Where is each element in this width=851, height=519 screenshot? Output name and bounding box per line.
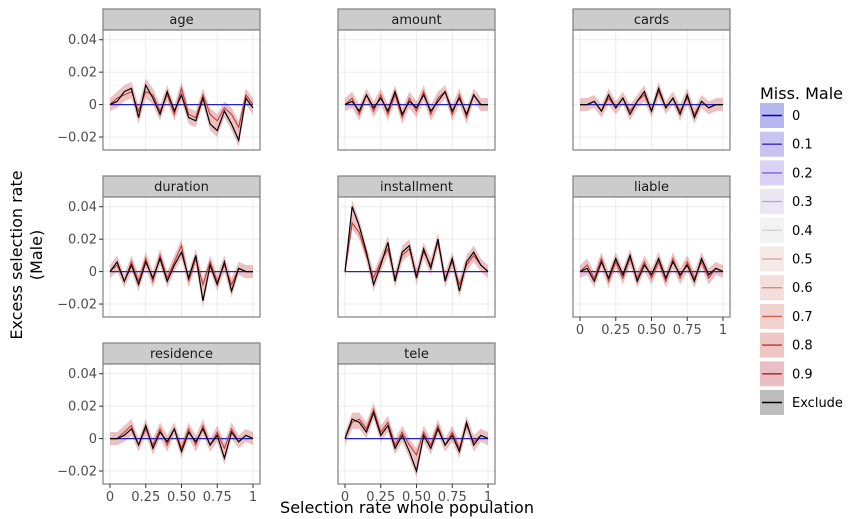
- strip-label-amount: amount: [391, 13, 441, 28]
- y-axis-title-line-1: Excess selection rate: [7, 170, 26, 339]
- series-exclude-age: [109, 83, 254, 143]
- legend-label-7: 0.7: [792, 310, 813, 325]
- panel-duration: duration −0.02 0 0.02 0.04: [57, 175, 261, 318]
- panel-residence: residence −0.02 0 0.02 0.04 0 0.25 0.50 0.75 1: [57, 342, 261, 505]
- x-tick-label-liable-4: 1: [719, 323, 727, 338]
- y-tick-label-residence-0: −0.02: [57, 465, 97, 480]
- panel-border-cards: [572, 29, 731, 151]
- strip-label-age: age: [169, 13, 193, 28]
- panel-tele: tele 0 0.25 0.50 0.75 1: [337, 342, 496, 505]
- panel-border-duration: [102, 196, 261, 318]
- panel-border-installment: [337, 196, 496, 318]
- x-tick-label-residence-4: 1: [249, 490, 257, 505]
- x-tick-label-residence-0: 0: [106, 490, 114, 505]
- x-tick-label-liable-3: 0.75: [673, 323, 702, 338]
- ribbon-cards: [580, 81, 723, 125]
- x-tick-label-residence-3: 0.75: [203, 490, 232, 505]
- x-tick-label-residence-1: 0.25: [131, 490, 160, 505]
- series-exclude-cards: [580, 86, 723, 120]
- panel-border-amount: [337, 29, 496, 151]
- series-exclude-residence: [110, 423, 254, 461]
- legend-label-5: 0.5: [792, 253, 813, 268]
- legend-label-6: 0.6: [792, 281, 813, 296]
- y-tick-label-age-3: 0.04: [68, 33, 97, 48]
- x-tick-label-tele-3: 0.75: [438, 490, 467, 505]
- ribbon-residence: [110, 419, 253, 465]
- y-tick-label-duration-0: −0.02: [57, 298, 97, 313]
- y-tick-label-residence-2: 0.02: [68, 400, 97, 415]
- panel-amount: amount: [337, 8, 496, 151]
- y-tick-label-duration-2: 0.02: [68, 233, 97, 248]
- x-tick-label-tele-4: 1: [484, 490, 492, 505]
- legend-label-1: 0.1: [792, 138, 813, 153]
- legend-label-9: 0.9: [792, 367, 813, 382]
- series-exclude-liable: [579, 253, 724, 284]
- y-axis-title-line-2: (Male): [27, 230, 46, 280]
- panel-liable: liable 0 0.25 0.50 0.75 1: [572, 175, 731, 338]
- x-tick-label-liable-1: 0.25: [601, 323, 630, 338]
- strip-label-liable: liable: [634, 180, 669, 195]
- strip-label-duration: duration: [154, 180, 209, 195]
- panels-group: age −0.02 0 0.02 0.04 amount cards duration −0.0…: [57, 8, 731, 505]
- series-exclude-installment: [344, 206, 489, 292]
- legend-label-10: Exclude: [792, 396, 843, 411]
- ribbon-duration: [110, 239, 253, 308]
- y-tick-label-residence-3: 0.04: [68, 367, 97, 382]
- x-tick-label-residence-2: 0.50: [167, 490, 196, 505]
- y-tick-label-age-1: 0: [89, 98, 97, 113]
- x-axis-title: Selection rate whole population: [280, 498, 534, 517]
- legend-label-3: 0.3: [792, 195, 813, 210]
- series-exclude-duration: [109, 250, 253, 301]
- series-exclude-tele: [344, 410, 489, 474]
- y-tick-label-duration-3: 0.04: [68, 200, 97, 215]
- strip-label-tele: tele: [404, 347, 429, 362]
- x-tick-label-tele-1: 0.25: [366, 490, 395, 505]
- series-0.9-duration: [109, 243, 253, 287]
- legend-title: Miss. Male: [760, 84, 843, 103]
- series-exclude-amount: [344, 89, 488, 116]
- legend-label-4: 0.4: [792, 224, 813, 239]
- y-tick-label-age-0: −0.02: [57, 131, 97, 146]
- panel-installment: installment: [337, 175, 496, 318]
- x-tick-label-liable-2: 0.50: [637, 323, 666, 338]
- x-tick-label-tele-0: 0: [341, 490, 349, 505]
- legend-label-8: 0.8: [792, 339, 813, 354]
- y-tick-label-age-2: 0.02: [68, 66, 97, 81]
- panel-cards: cards: [572, 8, 731, 151]
- legend-label-0: 0: [792, 109, 800, 124]
- strip-label-cards: cards: [634, 13, 669, 28]
- strip-label-residence: residence: [150, 347, 213, 362]
- legend: Miss. Male 0 0.1 0.2 0.3 0.4 0.5 0.6 0.7 0.8 0.9 E…: [760, 84, 843, 415]
- y-tick-label-residence-1: 0: [89, 432, 97, 447]
- legend-label-2: 0.2: [792, 166, 813, 181]
- x-tick-label-liable-0: 0: [576, 323, 584, 338]
- series-0.9-residence: [110, 424, 254, 450]
- x-tick-label-tele-2: 0.50: [402, 490, 431, 505]
- ribbon-tele: [345, 402, 488, 478]
- y-tick-label-duration-1: 0: [89, 265, 97, 280]
- panel-age: age −0.02 0 0.02 0.04: [57, 8, 261, 151]
- strip-label-installment: installment: [380, 180, 453, 195]
- panel-border-age: [102, 29, 261, 151]
